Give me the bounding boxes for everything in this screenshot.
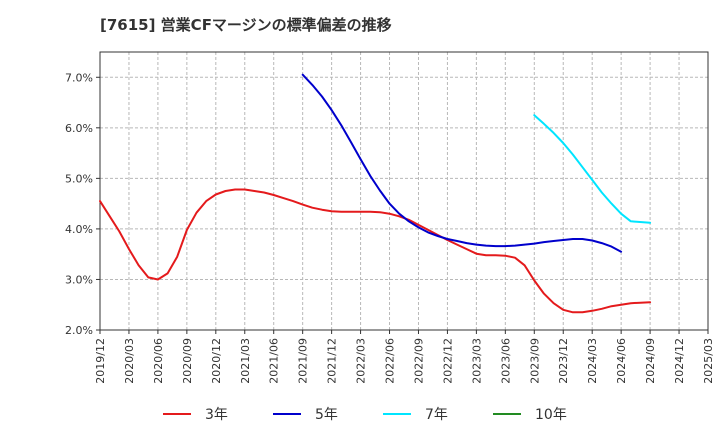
y-axis: 2.0% 3.0% 4.0% 5.0% 6.0% 7.0% — [65, 71, 100, 337]
y-tick-label: 6.0% — [65, 122, 93, 135]
x-tick-label: 2020/06 — [152, 338, 165, 384]
x-tick-label: 2024/03 — [586, 338, 599, 384]
x-tick-label: 2021/12 — [326, 338, 339, 384]
y-tick-label: 7.0% — [65, 71, 93, 84]
legend: 3年 5年 7年 10年 — [163, 407, 567, 423]
x-tick-label: 2022/09 — [412, 338, 425, 384]
x-tick-label: 2024/06 — [615, 338, 628, 384]
plot-area — [100, 52, 708, 330]
x-tick-label: 2023/06 — [499, 338, 512, 384]
x-tick-label: 2024/09 — [644, 338, 657, 384]
x-tick-label: 2023/09 — [528, 338, 541, 384]
plot-border — [99, 51, 709, 331]
grid-lines — [99, 52, 709, 331]
x-tick-label: 2020/03 — [123, 338, 136, 384]
x-tick-label: 2020/09 — [181, 338, 194, 384]
series-line-7年 — [533, 114, 652, 224]
y-tick-label: 4.0% — [65, 223, 93, 236]
chart-title: [7615] 営業CFマージンの標準偏差の推移 — [100, 16, 392, 34]
x-tick-label: 2020/12 — [210, 338, 223, 384]
x-axis: 2019/12 2020/03 2020/06 2020/09 2020/12 2021/… — [94, 330, 715, 384]
x-tick-label: 2021/06 — [268, 338, 281, 384]
series-lines — [99, 73, 652, 314]
legend-label-7年: 7年 — [425, 407, 448, 423]
x-tick-label: 2022/06 — [384, 338, 397, 384]
x-tick-label: 2023/12 — [557, 338, 570, 384]
x-tick-label: 2023/03 — [470, 338, 483, 384]
series-line-3年 — [99, 188, 652, 314]
x-tick-label: 2019/12 — [94, 338, 107, 384]
y-tick-label: 5.0% — [65, 172, 93, 185]
x-tick-label: 2022/03 — [355, 338, 368, 384]
legend-label-10年: 10年 — [535, 407, 567, 423]
y-tick-label: 3.0% — [65, 273, 93, 286]
y-tick-label: 2.0% — [65, 324, 93, 337]
x-tick-label: 2021/03 — [239, 338, 252, 384]
x-tick-label: 2022/12 — [441, 338, 454, 384]
legend-label-3年: 3年 — [205, 407, 228, 423]
legend-label-5年: 5年 — [315, 407, 338, 423]
x-tick-label: 2024/12 — [673, 338, 686, 384]
x-tick-label: 2021/09 — [297, 338, 310, 384]
x-tick-label: 2025/03 — [702, 338, 715, 384]
series-line-5年 — [301, 73, 623, 253]
